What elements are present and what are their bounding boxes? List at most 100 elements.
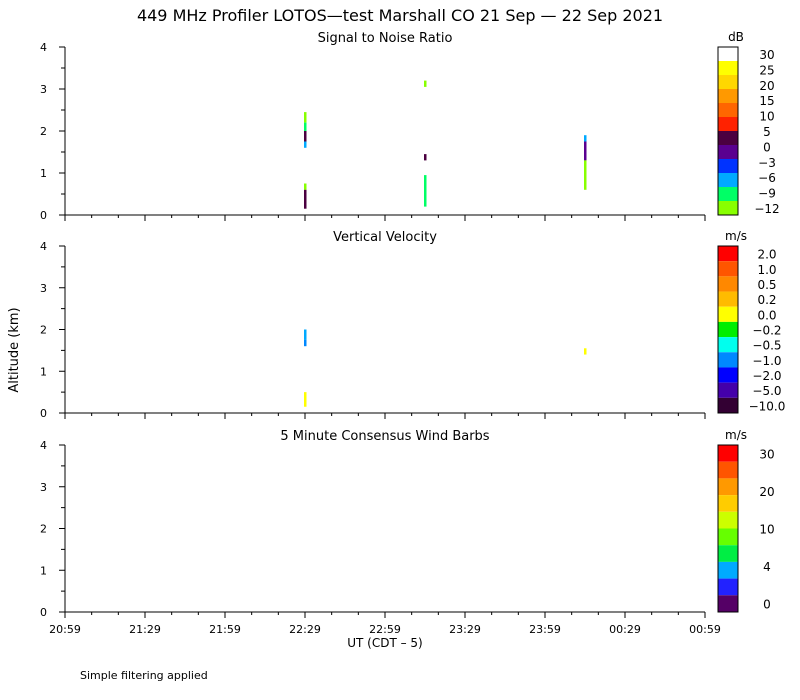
- data-segment: [584, 348, 587, 355]
- data-segment: [304, 183, 307, 190]
- colorbar-label: 30: [759, 48, 774, 62]
- data-segment: [304, 131, 307, 142]
- footnote: Simple filtering applied: [80, 669, 208, 682]
- data-segment: [424, 154, 427, 161]
- colorbar-cell: [718, 461, 738, 479]
- colorbar-cell: [718, 61, 738, 75]
- x-tick-label: 00:59: [689, 623, 721, 636]
- y-axis-label: Altitude (km): [7, 307, 22, 392]
- colorbar-cell: [718, 246, 738, 262]
- y-tick-label: 2: [40, 523, 47, 536]
- colorbar-cell: [718, 159, 738, 173]
- x-tick-label: 00:29: [609, 623, 641, 636]
- y-tick-label: 2: [40, 324, 47, 337]
- colorbar-cell: [718, 131, 738, 145]
- colorbar-cell: [718, 352, 738, 368]
- colorbar-cell: [718, 103, 738, 117]
- y-tick-label: 0: [40, 407, 47, 420]
- data-segment: [304, 329, 307, 340]
- colorbar-cell: [718, 47, 738, 61]
- colorbar-units: dB: [728, 30, 744, 44]
- data-segment: [584, 141, 587, 161]
- colorbar-label: 10: [759, 110, 774, 124]
- y-tick-label: 1: [40, 365, 47, 378]
- colorbar-label: −9: [758, 187, 776, 201]
- colorbar-cell: [718, 173, 738, 187]
- panels: Signal to Noise Ratio01234dB302520151050…: [40, 30, 785, 636]
- colorbar-label: −12: [754, 202, 779, 216]
- data-segment: [304, 339, 307, 347]
- colorbar-label: 25: [759, 63, 774, 77]
- colorbar-label: 0.2: [757, 293, 776, 307]
- colorbar-cell: [718, 145, 738, 159]
- colorbar: m/s 30 20 10 4 0: [717, 428, 775, 613]
- y-tick-label: 3: [40, 83, 47, 96]
- colorbar-cell: [718, 306, 738, 322]
- y-tick-label: 0: [40, 606, 47, 619]
- colorbar-frame: [717, 444, 739, 613]
- x-axis-label: UT (CDT – 5): [347, 636, 423, 650]
- y-tick-label: 4: [40, 439, 47, 452]
- colorbar-cell: [718, 89, 738, 103]
- data-segment: [304, 141, 307, 148]
- data-segment: [304, 392, 307, 407]
- y-tick-label: 1: [40, 564, 47, 577]
- y-tick-label: 3: [40, 481, 47, 494]
- colorbar-label: 30: [759, 447, 774, 461]
- colorbar-label: 0.5: [757, 278, 776, 292]
- colorbar-cell: [718, 117, 738, 131]
- colorbar-cell: [718, 495, 738, 512]
- colorbar-cell: [718, 187, 738, 201]
- y-tick-label: 4: [40, 240, 47, 253]
- colorbar-cell: [718, 595, 738, 612]
- colorbar-label: 0.0: [757, 308, 776, 322]
- colorbar-label: 5: [763, 125, 771, 139]
- colorbar-label: −0.2: [752, 324, 781, 338]
- x-tick-label: 22:59: [369, 623, 401, 636]
- colorbar-label: 1.0: [757, 263, 776, 277]
- x-tick-label: 23:59: [529, 623, 561, 636]
- colorbar-cell: [718, 276, 738, 292]
- data-segment: [304, 112, 307, 123]
- colorbar-cell: [718, 545, 738, 562]
- colorbar-label: 0: [763, 598, 771, 612]
- data-segment: [304, 122, 307, 131]
- colorbar-label: 20: [759, 485, 774, 499]
- colorbar-label: −1.0: [752, 354, 781, 368]
- colorbar-cell: [718, 367, 738, 383]
- colorbar-cell: [718, 511, 738, 529]
- colorbar-frame: [717, 46, 739, 216]
- colorbar-label: −6: [758, 171, 776, 185]
- colorbar-label: −0.5: [752, 339, 781, 353]
- colorbar-label: 2.0: [757, 248, 776, 262]
- colorbar-cell: [718, 261, 738, 277]
- colorbar-cell: [718, 337, 738, 353]
- figure-title: 449 MHz Profiler LOTOS—test Marshall CO …: [137, 6, 663, 25]
- x-tick-label: 22:29: [289, 623, 321, 636]
- colorbar-label: 10: [759, 523, 774, 537]
- colorbar-label: −3: [758, 156, 776, 170]
- data-segment: [424, 80, 427, 87]
- y-tick-label: 1: [40, 167, 47, 180]
- panel-title: Signal to Noise Ratio: [318, 31, 453, 46]
- data-segment: [304, 189, 307, 209]
- panel-title: 5 Minute Consensus Wind Barbs: [280, 429, 489, 444]
- x-tick-label: 21:59: [209, 623, 241, 636]
- data-segment: [584, 135, 587, 142]
- y-tick-label: 4: [40, 41, 47, 54]
- panel-1: Signal to Noise Ratio01234dB302520151050…: [40, 30, 780, 222]
- colorbar-label: 15: [759, 94, 774, 108]
- colorbar-frame: [717, 245, 739, 414]
- colorbar-units: m/s: [725, 229, 747, 243]
- colorbar-label: 20: [759, 79, 774, 93]
- colorbar-label: −10.0: [749, 399, 786, 413]
- y-tick-label: 2: [40, 125, 47, 138]
- colorbar-label: −2.0: [752, 369, 781, 383]
- colorbar-cell: [718, 528, 738, 546]
- colorbar: m/s 2.01.00.50.20.0 −0.2−0.5−1.0−2.0−5.0−1…: [717, 229, 786, 414]
- colorbar-label: 4: [763, 560, 771, 574]
- x-tick-label: 23:29: [449, 623, 481, 636]
- colorbar-cell: [718, 382, 738, 398]
